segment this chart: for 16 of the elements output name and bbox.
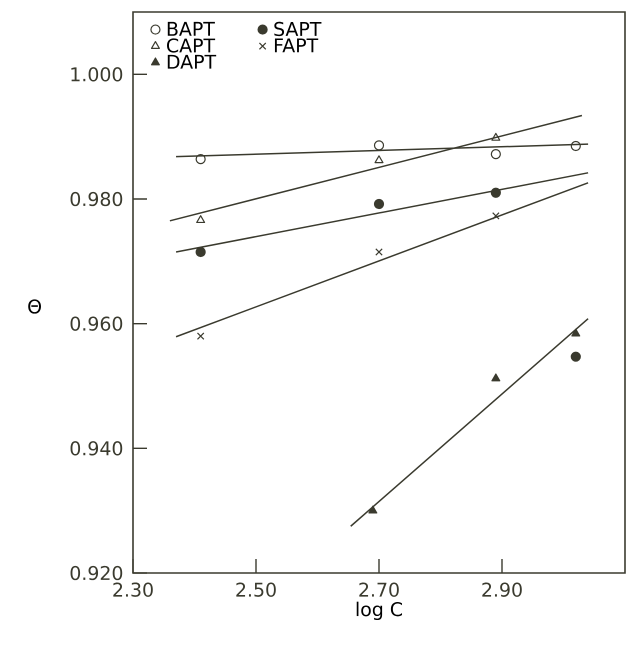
legend-label: FAPT [274, 38, 318, 52]
x-tick-label: 2.30 [113, 582, 153, 597]
x-tick-label: 2.70 [359, 582, 399, 597]
x-axis-title: log C [356, 602, 402, 620]
legend-label: BAPT [168, 22, 215, 36]
legend-label: DAPT [168, 54, 216, 69]
x-tick-label: 2.50 [236, 582, 276, 597]
legend-label: CAPT [167, 38, 216, 53]
y-tick-label: 0.980 [70, 192, 122, 206]
y-tick-label: 1.000 [71, 67, 122, 82]
y-tick-label: 0.940 [70, 441, 122, 456]
legend-label: SAPT [274, 22, 322, 36]
y-tick-label: 0.960 [70, 316, 122, 331]
y-tick-label: 0.920 [70, 566, 122, 580]
y-axis-title: Θ [28, 299, 41, 314]
x-tick-label: 2.90 [482, 582, 522, 597]
